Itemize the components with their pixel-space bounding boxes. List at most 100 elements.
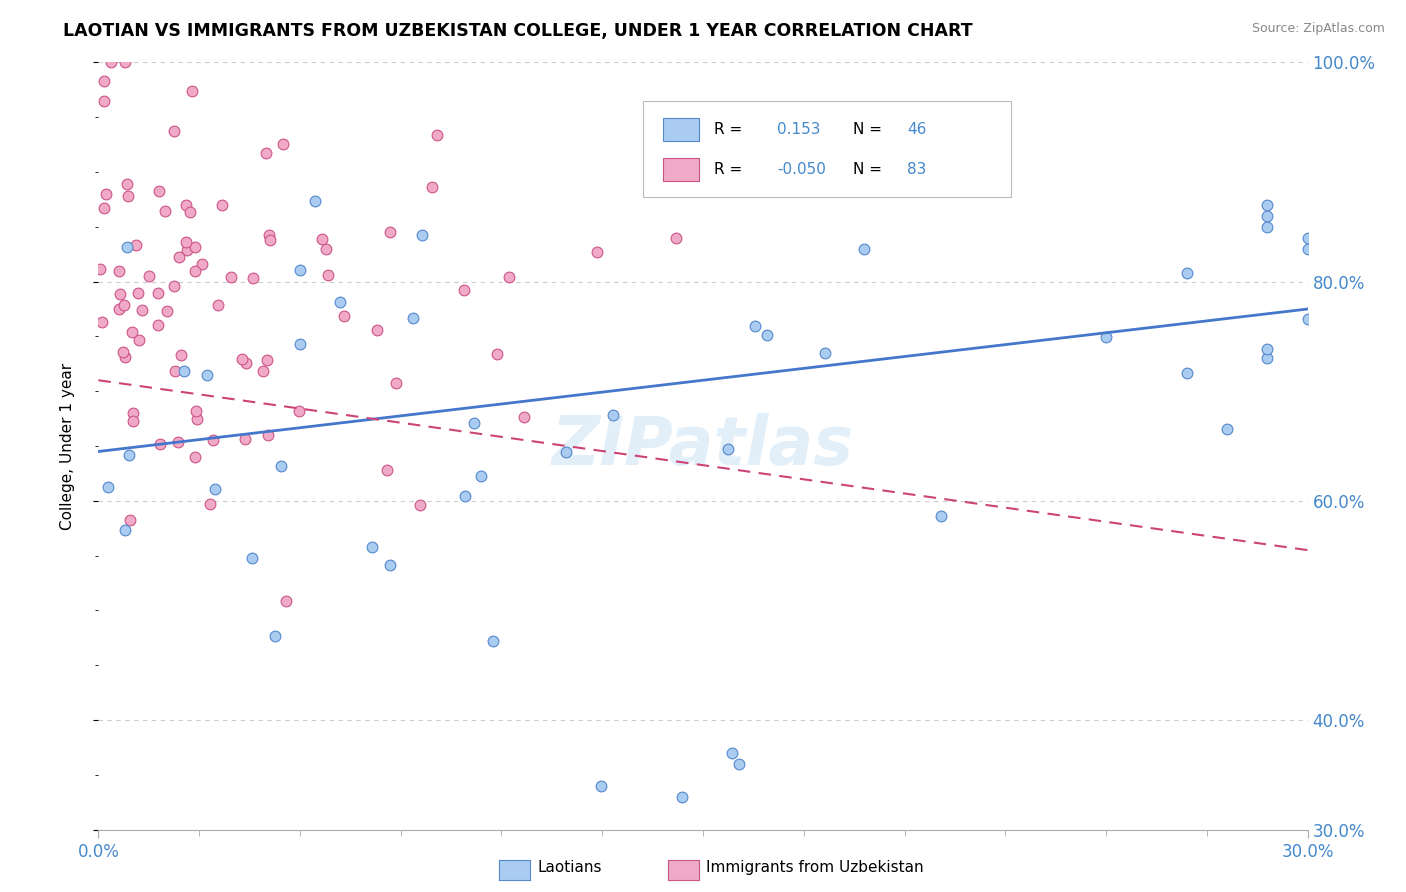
Point xyxy=(287,403,309,417)
Point xyxy=(554,445,576,459)
Point xyxy=(264,629,287,643)
Point xyxy=(361,541,384,555)
Point xyxy=(270,458,292,473)
Point xyxy=(333,309,356,323)
Point xyxy=(114,350,136,364)
Point xyxy=(221,270,243,285)
Text: Source: ZipAtlas.com: Source: ZipAtlas.com xyxy=(1251,22,1385,36)
Text: Immigrants from Uzbekistan: Immigrants from Uzbekistan xyxy=(706,861,924,875)
Point xyxy=(717,442,740,456)
Point xyxy=(257,428,280,442)
Point xyxy=(170,348,193,362)
Point xyxy=(153,204,176,219)
Point xyxy=(1175,367,1198,381)
Text: -0.050: -0.050 xyxy=(776,162,825,178)
Point xyxy=(100,55,122,70)
Point xyxy=(231,351,253,366)
Point xyxy=(814,346,837,360)
Point xyxy=(121,414,143,428)
Point xyxy=(1095,330,1118,344)
Point xyxy=(235,356,257,370)
Point xyxy=(108,287,131,301)
Point xyxy=(411,227,433,242)
Point xyxy=(174,198,197,212)
Point xyxy=(315,242,337,256)
Point xyxy=(173,364,195,378)
Bar xyxy=(664,158,699,181)
Point xyxy=(195,368,218,382)
Point xyxy=(1175,266,1198,280)
Point xyxy=(93,74,115,88)
Point xyxy=(463,417,485,431)
Point xyxy=(1296,242,1319,256)
Point xyxy=(97,480,120,494)
Point xyxy=(131,302,153,317)
Point xyxy=(179,204,201,219)
Point xyxy=(311,232,333,246)
Point xyxy=(167,250,190,264)
FancyBboxPatch shape xyxy=(643,101,1011,197)
Point xyxy=(259,227,281,242)
Text: 0.153: 0.153 xyxy=(776,121,820,136)
Point xyxy=(156,304,179,318)
Point xyxy=(454,489,477,503)
Text: N =: N = xyxy=(853,162,887,178)
Point xyxy=(114,523,136,537)
Point xyxy=(191,257,214,271)
Point xyxy=(107,301,129,316)
Point xyxy=(304,194,326,208)
Point xyxy=(375,463,398,477)
Point xyxy=(256,352,278,367)
Point xyxy=(183,264,205,278)
Point xyxy=(755,328,778,343)
Point xyxy=(184,240,207,254)
Point xyxy=(117,239,139,253)
Point xyxy=(176,244,198,258)
Point xyxy=(586,245,609,260)
Point xyxy=(108,264,131,278)
Text: Laotians: Laotians xyxy=(537,861,602,875)
Point xyxy=(117,178,139,192)
Point xyxy=(122,406,145,420)
Point xyxy=(929,508,952,523)
Point xyxy=(1296,231,1319,245)
Point xyxy=(146,285,169,300)
Point xyxy=(184,404,207,418)
Point xyxy=(128,333,150,347)
Point xyxy=(665,231,688,245)
Point xyxy=(329,295,352,310)
Y-axis label: College, Under 1 year: College, Under 1 year xyxy=(60,362,75,530)
Point xyxy=(602,408,624,422)
Point xyxy=(1256,343,1278,357)
Point xyxy=(93,201,115,215)
Point xyxy=(148,318,170,332)
Point xyxy=(1256,198,1278,212)
Point xyxy=(211,197,233,211)
Point xyxy=(385,376,408,390)
Point xyxy=(426,128,449,142)
Point xyxy=(240,550,263,565)
Point xyxy=(671,789,693,804)
Point xyxy=(498,270,520,285)
Point xyxy=(200,497,222,511)
Point xyxy=(402,310,425,325)
Point xyxy=(180,83,202,97)
Point xyxy=(1256,209,1278,223)
Text: R =: R = xyxy=(714,162,747,178)
Text: 46: 46 xyxy=(907,121,927,136)
Point xyxy=(184,450,207,465)
Point xyxy=(366,323,388,337)
Point xyxy=(112,298,135,312)
Point xyxy=(166,434,188,449)
Point xyxy=(254,145,277,160)
Point xyxy=(481,633,503,648)
Point xyxy=(470,468,492,483)
Point xyxy=(94,187,117,202)
Point xyxy=(114,55,136,70)
Point xyxy=(290,263,312,277)
Point xyxy=(117,188,139,202)
Point xyxy=(174,235,197,250)
Text: 83: 83 xyxy=(907,162,927,178)
Point xyxy=(727,756,749,771)
Text: N =: N = xyxy=(853,121,887,136)
